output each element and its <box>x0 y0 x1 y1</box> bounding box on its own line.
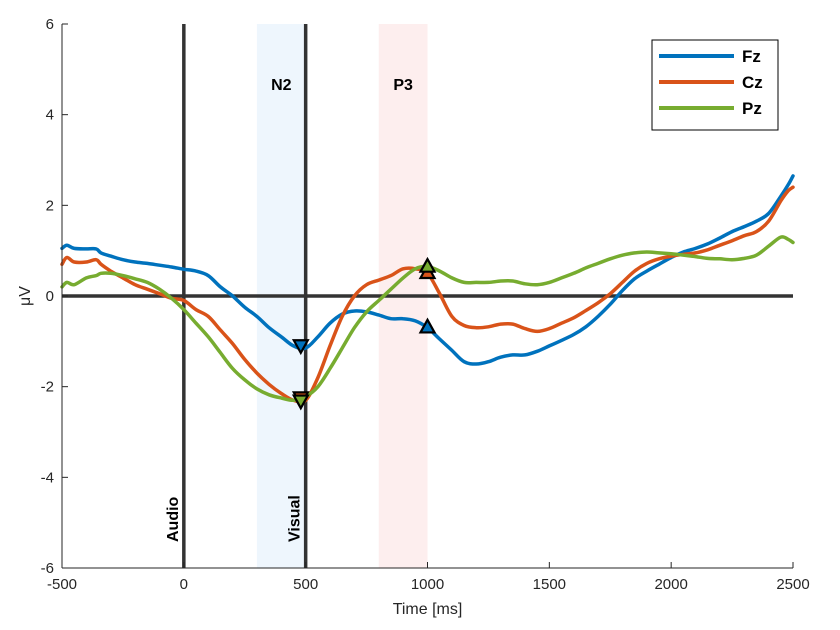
y-axis-title: μV <box>17 286 34 306</box>
y-tick-label: -2 <box>41 379 54 396</box>
region-label-n2: N2 <box>271 77 292 94</box>
legend-label-fz: Fz <box>742 47 761 66</box>
x-tick-label: -500 <box>47 576 77 593</box>
y-tick-label: -4 <box>41 469 54 486</box>
x-tick-label: 1500 <box>533 576 566 593</box>
region-label-p3: P3 <box>393 77 413 94</box>
peak-marker-pz-p3 <box>418 256 437 273</box>
peak-marker-fz-p3 <box>418 317 437 334</box>
x-tick-label: 2500 <box>776 576 809 593</box>
annotation-labels: N2 P3 Audio Visual <box>165 77 413 542</box>
series-line-pz <box>60 235 795 403</box>
x-axis-title: Time [ms] <box>393 601 463 618</box>
peak-marker-pz-n2 <box>291 394 310 411</box>
y-tick-label: 0 <box>46 288 54 305</box>
y-tick-label: 6 <box>46 16 54 33</box>
x-tick-label: 2000 <box>654 576 687 593</box>
x-tick-label: 500 <box>293 576 318 593</box>
legend: Fz Cz Pz <box>651 39 779 131</box>
x-tick-label: 0 <box>180 576 188 593</box>
y-tick-label: 4 <box>46 107 54 124</box>
peak-markers <box>291 256 437 411</box>
axes: -500 0 500 1000 1500 2000 2500 -6 -4 -2 0 2 4 6 Time [… <box>17 16 810 618</box>
y-tick-label: -6 <box>41 560 54 577</box>
y-tick-label: 2 <box>46 197 54 214</box>
event-label-audio: Audio <box>165 496 182 542</box>
peak-marker-fz-n2 <box>291 339 310 356</box>
event-label-visual: Visual <box>287 495 304 542</box>
legend-label-cz: Cz <box>742 73 763 92</box>
legend-label-pz: Pz <box>742 99 762 118</box>
x-tick-label: 1000 <box>411 576 444 593</box>
